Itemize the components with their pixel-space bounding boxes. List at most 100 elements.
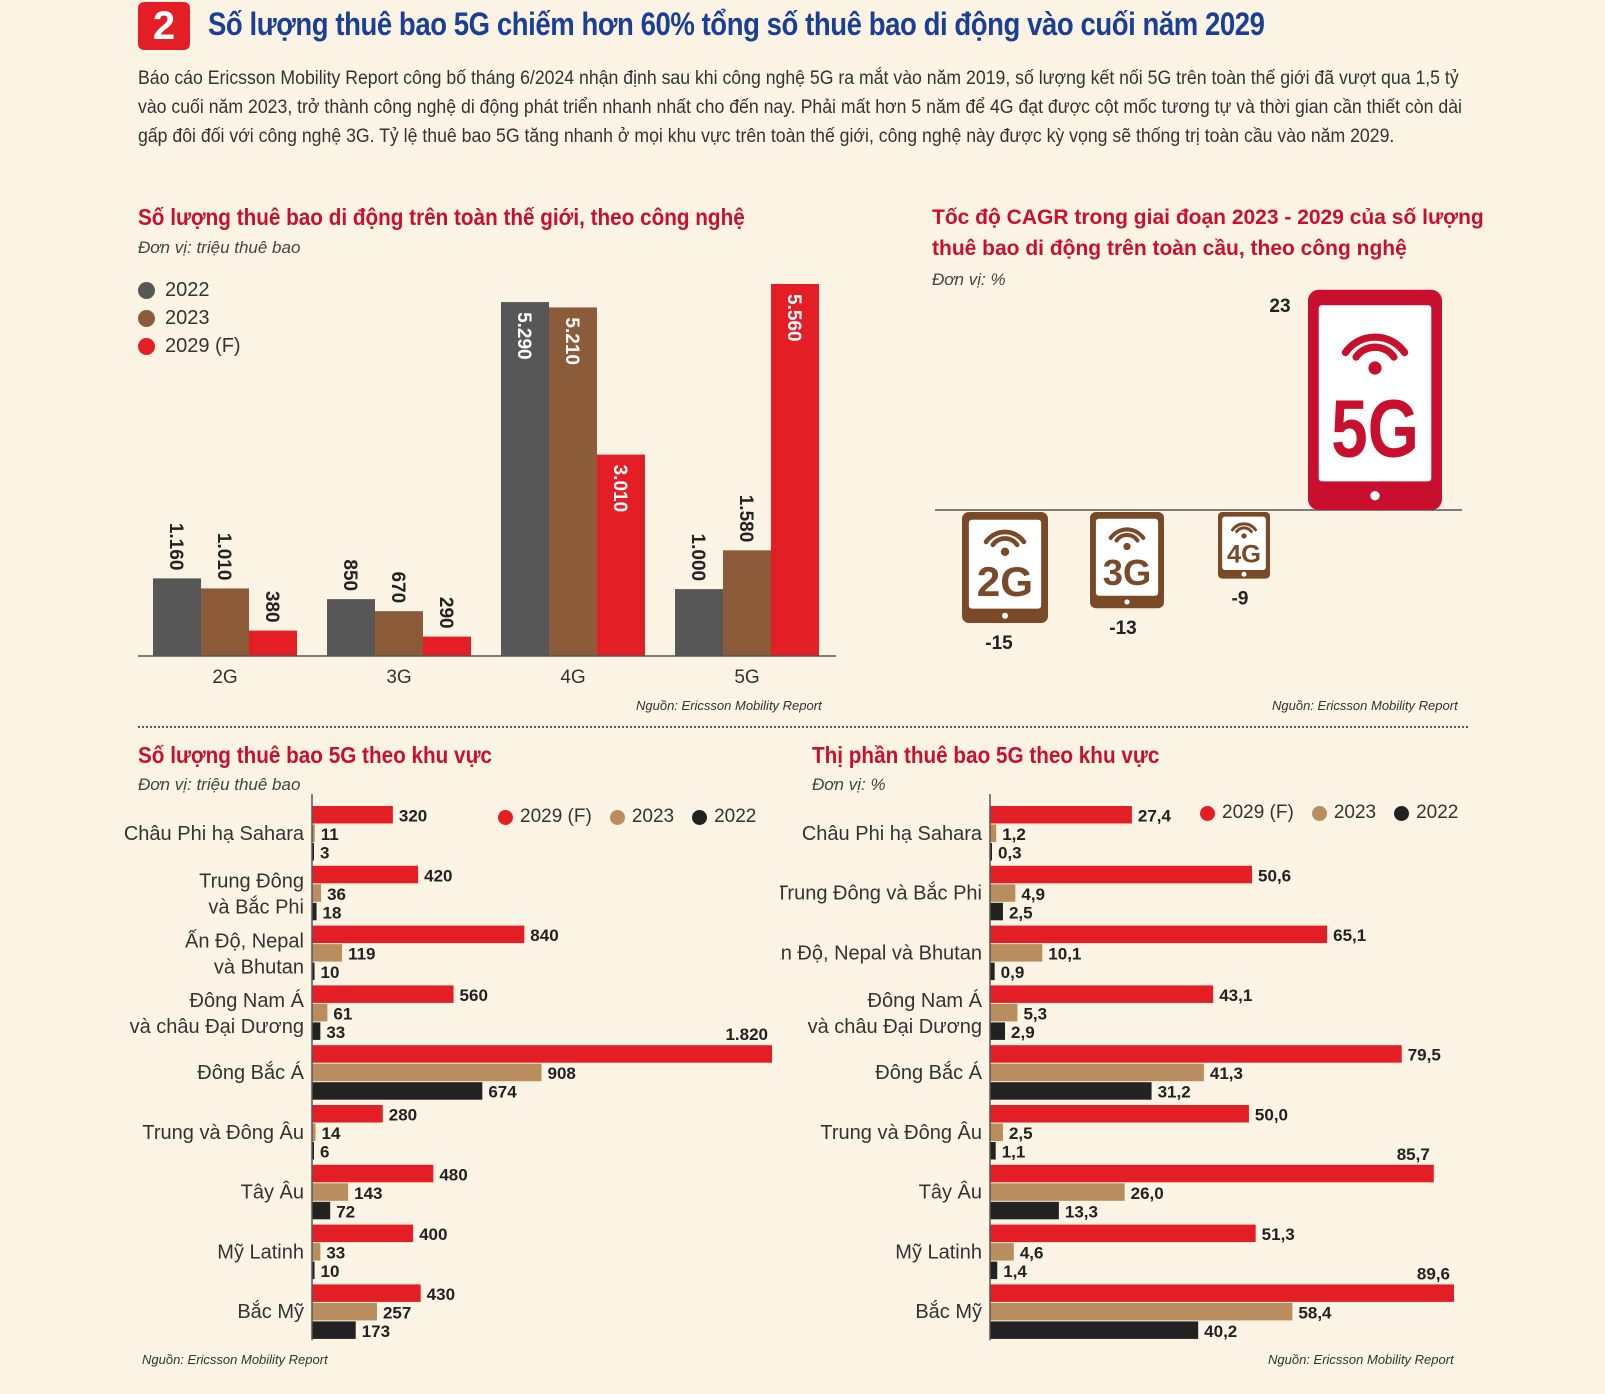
bar-3-2029F — [990, 925, 1328, 944]
bar-6-2029F — [312, 1105, 383, 1123]
category-label: Trung Đông và Bắc Phi — [780, 882, 982, 905]
legend-item-2029: 2029 (F) — [1200, 802, 1294, 824]
bar-value-label: 18 — [323, 903, 342, 922]
bar-value-label: 33 — [326, 1023, 345, 1042]
cagr-value-label: 23 — [1269, 296, 1290, 317]
bar-6-2023 — [312, 1123, 316, 1141]
legend-label-2022: 2022 — [1416, 802, 1459, 823]
bar-value-label: 2,9 — [1011, 1023, 1035, 1042]
wifi-arc — [983, 529, 1027, 545]
wifi-arc — [1114, 533, 1140, 543]
legend-item-2023: 2023 — [138, 304, 241, 332]
category-label: Ấn Độ, Nepal — [185, 929, 304, 952]
category-label: và châu Đại Dương — [808, 1016, 982, 1038]
phone-label: 5G — [1331, 384, 1419, 475]
legend-dot-2022 — [692, 809, 708, 825]
bar-4G-2022 — [501, 302, 549, 656]
bar-3-2022 — [312, 962, 315, 981]
bar-value-label: 257 — [383, 1303, 411, 1322]
intro-text: Báo cáo Ericsson Mobility Report công bố… — [138, 68, 1462, 147]
category-label: Trung và Đông Âu — [820, 1121, 982, 1144]
bar-value-label: 119 — [348, 945, 375, 964]
bar-value-label: 1.820 — [725, 1025, 768, 1044]
bar-value-label: 10 — [321, 963, 340, 982]
bar-2G-2022 — [153, 578, 201, 656]
legend-item-2022: 2022 — [692, 806, 756, 828]
bar-2-2029F — [312, 865, 419, 884]
bar-value-label: 13,3 — [1065, 1202, 1098, 1221]
bar-value-label: 2,5 — [1009, 903, 1033, 922]
category-label: Mỹ Latinh — [217, 1241, 304, 1263]
bar-4-2023 — [312, 1003, 328, 1022]
bar-value-label: 31,2 — [1158, 1083, 1191, 1102]
bar-label: 3.010 — [609, 465, 630, 513]
bar-label: 1.160 — [165, 523, 186, 571]
chart3-title: Số lượng thuê bao 5G theo khu vực — [138, 742, 493, 768]
bar-value-label: 10 — [321, 1262, 340, 1281]
bar-7-2023 — [990, 1183, 1125, 1201]
bar-value-label: 674 — [488, 1083, 517, 1102]
bar-value-label: 2,5 — [1009, 1124, 1033, 1143]
bar-7-2023 — [312, 1183, 349, 1201]
category-label: Châu Phi hạ Sahara — [124, 823, 305, 845]
legend-dot-2023 — [1311, 805, 1327, 821]
bar-2G-2029F — [249, 630, 297, 656]
category-label: Bắc Mỹ — [915, 1300, 982, 1323]
bar-value-label: 27,4 — [1138, 807, 1172, 826]
legend-label-2023: 2023 — [631, 806, 675, 827]
bar-4-2029F — [312, 985, 454, 1003]
phone-2G-icon: 2G — [962, 512, 1048, 623]
bar-value-label: 4,9 — [1021, 885, 1045, 904]
category-label: Tây Âu — [241, 1181, 304, 1204]
bar-label: 290 — [435, 597, 456, 629]
bar-4-2022 — [312, 1022, 321, 1040]
legend-label-2029: 2029 (F) — [165, 334, 241, 357]
bar-2-2029F — [990, 865, 1253, 884]
bar-value-label: 173 — [362, 1322, 390, 1341]
bar-label: 5.560 — [783, 294, 804, 342]
phone-label: 2G — [977, 558, 1033, 605]
bar-value-label: 560 — [460, 986, 488, 1005]
bar-6-2022 — [990, 1142, 996, 1160]
bar-1-2029F — [312, 806, 393, 824]
bar-5-2023 — [990, 1063, 1204, 1082]
bar-value-label: 61 — [333, 1004, 352, 1023]
bar-5-2022 — [990, 1082, 1152, 1100]
legend-label-2029: 2029 (F) — [1222, 802, 1294, 823]
bar-2G-2023 — [201, 588, 249, 656]
category-label: Trung và Đông Âu — [142, 1121, 304, 1144]
category-label: và châu Đại Dương — [130, 1016, 304, 1038]
bar-5-2029F — [312, 1045, 772, 1063]
legend-dot-2029 — [498, 809, 513, 825]
bar-value-label: 4,6 — [1020, 1244, 1044, 1263]
bar-2-2022 — [312, 902, 317, 921]
category-label: Đông Bắc Á — [197, 1061, 304, 1084]
bar-value-label: 50,0 — [1255, 1106, 1288, 1125]
bar-value-label: 430 — [427, 1285, 455, 1304]
bar-4-2029F — [990, 985, 1214, 1003]
bar-value-label: 400 — [419, 1225, 447, 1244]
legend-label-2022: 2022 — [165, 278, 210, 301]
bar-value-label: 50,6 — [1258, 866, 1291, 885]
wifi-arc — [990, 536, 1020, 548]
bar-label: 5.290 — [513, 312, 534, 360]
legend-item-2022: 2022 — [138, 276, 241, 304]
bar-value-label: 420 — [424, 866, 452, 885]
chart2-unit: Đơn vị: % — [932, 270, 1006, 289]
bar-3-2023 — [312, 944, 343, 962]
bar-9-2022 — [312, 1321, 356, 1339]
bar-5-2022 — [312, 1082, 483, 1100]
category-label: Mỹ Latinh — [895, 1241, 982, 1263]
legend-dot-2029 — [138, 337, 155, 355]
bar-value-label: 10,1 — [1048, 945, 1081, 964]
bar-value-label: 33 — [326, 1244, 345, 1263]
wifi-dot — [1368, 361, 1382, 375]
bar-7-2029F — [312, 1164, 434, 1183]
bar-3-2029F — [312, 925, 525, 944]
page-title: Số lượng thuê bao 5G chiếm hơn 60% tổng … — [208, 6, 1265, 42]
bar-value-label: 908 — [547, 1064, 575, 1083]
bar-value-label: 480 — [439, 1165, 467, 1184]
wifi-arc — [1108, 527, 1146, 540]
cagr-value-label: -15 — [985, 633, 1013, 654]
